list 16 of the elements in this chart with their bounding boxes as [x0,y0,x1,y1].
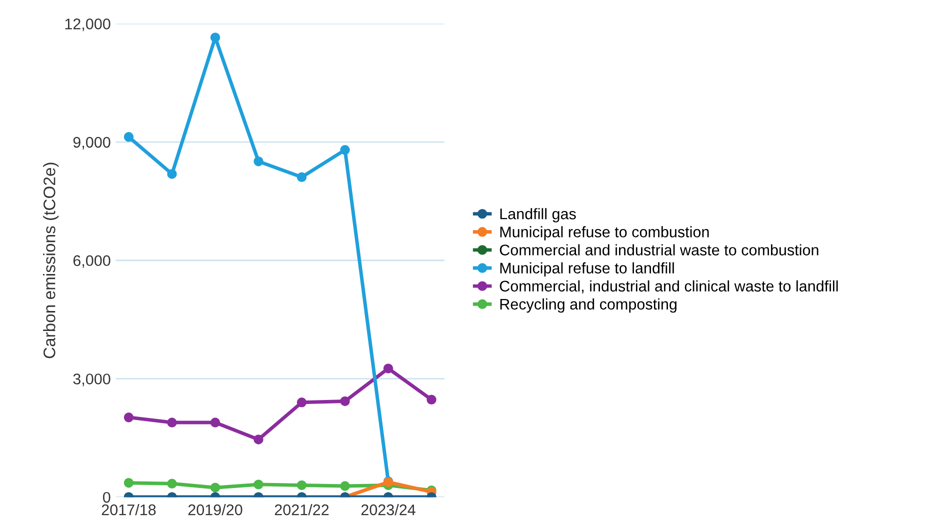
legend-label: Commercial, industrial and clinical waste to landfill [500,280,838,294]
legend-label: Recycling and composting [500,298,676,313]
y-axis-title: Carbon emissions (tCO2e) [43,162,59,358]
legend-label: Commercial and industrial waste to combustion [500,244,818,256]
y-tick-label: 3,000 [73,374,110,386]
legend-label: Municipal refuse to landfill [500,262,674,277]
legend-label: Municipal refuse to combustion [500,226,709,240]
y-tick-label: 9,000 [73,136,110,150]
legend-label: Landfill gas [500,208,576,222]
y-tick-label: 0 [102,492,110,503]
y-tick-label: 12,000 [65,18,110,32]
x-tick-label: 2019/20 [188,504,242,516]
x-tick-label: 2021/22 [274,504,329,516]
x-tick-label: 2017/18 [102,504,156,516]
y-tick-label: 6,000 [73,255,110,268]
x-tick-label: 2023/24 [361,504,416,516]
